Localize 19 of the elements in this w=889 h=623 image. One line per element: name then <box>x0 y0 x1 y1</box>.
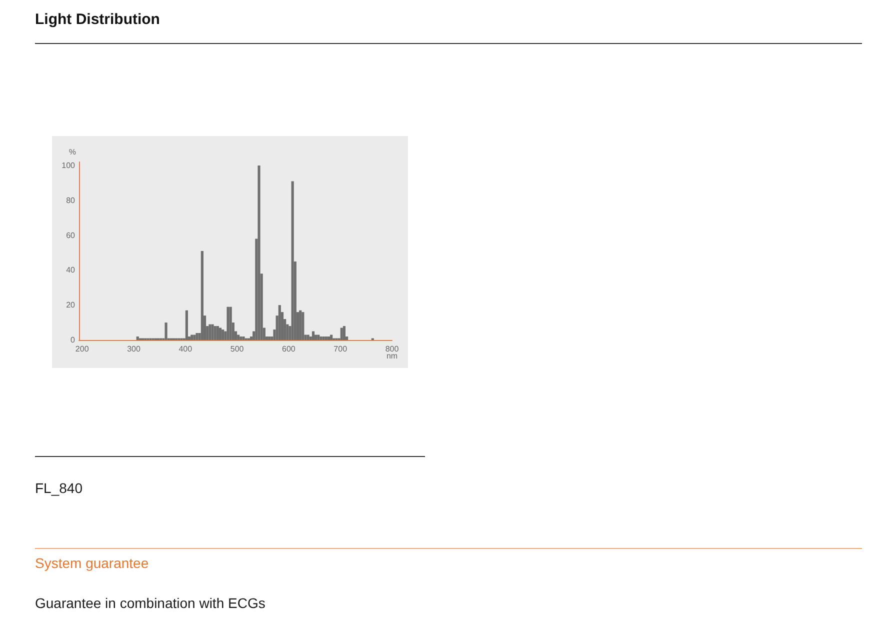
x-axis-title: nm <box>386 352 398 360</box>
y-tick-label: 60 <box>66 230 76 240</box>
text: System guarantee <box>35 555 149 571</box>
chart-title: Light Distribution <box>35 11 160 28</box>
y-tick-label: 40 <box>66 266 76 275</box>
text: Guarantee in combination with ECGs <box>35 595 266 611</box>
y-tick-label: 100 <box>62 160 76 170</box>
y-axis-title: % <box>68 148 76 156</box>
x-tick-label: 600 <box>282 344 296 354</box>
y-tick-label: 20 <box>66 300 76 310</box>
x-tick-label: 400 <box>178 344 193 354</box>
y-tick-label: 80 <box>66 196 76 205</box>
x-tick-label: 800 <box>385 344 400 354</box>
x-tick-label: 200 <box>75 344 90 354</box>
x-tick-label: 500 <box>230 344 244 354</box>
text: FL_840 <box>35 480 82 496</box>
y-tick-label: 0 <box>70 336 76 344</box>
x-tick-label: 300 <box>127 344 141 354</box>
x-tick-label: 700 <box>334 344 348 354</box>
